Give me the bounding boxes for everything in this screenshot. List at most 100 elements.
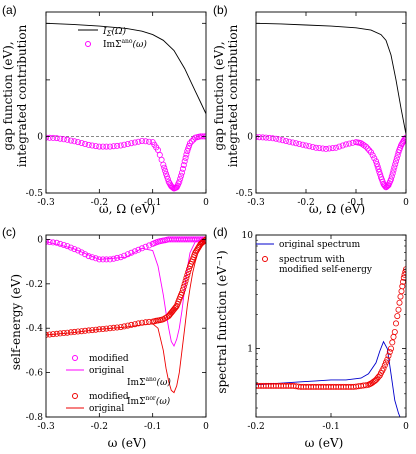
panel-b-ylabel-line1: gap function (eV), [212,41,226,150]
data-point [389,339,396,346]
data-point [194,246,201,253]
panel-b-plot: -0.3 -0.2 -0.1 0 -0.5 0 [236,11,409,208]
panel-b-xlabel: ω, Ω (eV) [309,202,365,216]
data-point [319,145,326,152]
data-point [180,283,187,290]
data-point [128,321,135,328]
x-tick-label: -0.3 [247,198,265,208]
data-point [369,152,376,159]
data-point [78,249,85,256]
data-point [172,304,179,311]
y-tick-label: -0.5 [26,189,44,199]
data-point [401,271,406,278]
data-point [371,155,378,162]
data-point [312,144,319,151]
data-point [399,283,406,290]
data-point [186,265,193,272]
panel-b: (b) gap function (eV), integrated contri… [212,3,409,216]
plot-frame [255,11,407,194]
x-tick-label: -0.1 [322,422,339,432]
data-point [373,160,380,167]
data-point [385,352,392,359]
legend-modified-spectrum-label: spectrum with [279,255,345,265]
data-point [124,140,131,147]
data-point [322,145,329,152]
series-line [256,340,401,417]
data-point [342,141,349,148]
panel-a-ylabel-line1: gap function (eV), [1,41,15,150]
x-tick-label: -0.1 [347,198,364,208]
y-tick-label: -0.8 [26,413,44,423]
legend-nor-modified-marker [72,393,78,399]
panel-c-label: (c) [2,225,16,239]
legend-original-spectrum-label: original spectrum [279,240,361,250]
series-line [46,22,206,114]
data-point [394,313,401,320]
data-point [107,256,114,263]
legend-nor-group-label: ImΣnor(ω) [127,395,171,407]
data-point [292,140,299,147]
data-point [146,138,153,145]
y-tick-label: 0 [247,132,253,142]
data-point [332,144,339,151]
legend-ano-group-label: ImΣano(ω) [127,376,171,388]
panel-d-legend: original spectrum spectrum with modified… [256,240,373,275]
data-point [135,320,142,327]
x-tick-label: -0.2 [247,422,264,432]
y-tick-label: -0.2 [26,280,43,290]
data-point [269,135,276,142]
legend-i-sigma-label: IΣ(Ω) [102,26,126,38]
y-tick-label: -0.6 [26,369,44,379]
data-point [289,139,296,146]
data-point [178,289,185,296]
y-tick-label: 0 [37,235,43,245]
data-point [326,145,333,152]
data-point [309,143,316,150]
data-point [71,246,78,253]
data-point [366,147,373,154]
data-point [401,136,406,143]
data-point [299,141,306,148]
panel-a: (a) gap function (eV), integrated contri… [1,3,209,216]
data-point [67,137,74,144]
data-point [389,170,396,177]
data-point [339,142,346,149]
x-tick-label: -0.1 [144,422,161,432]
x-tick-label: -0.2 [91,422,108,432]
data-point [57,135,64,142]
panel-d-plot: -0.2 -0.1 0 1 10 [242,231,410,432]
data-point [186,142,193,149]
data-point [71,138,78,145]
data-point [183,274,190,281]
data-point [179,165,186,172]
data-point [316,145,323,152]
data-point [262,134,269,141]
data-point [182,277,189,284]
data-point [131,321,138,328]
panel-d-label: (d) [213,225,228,239]
data-point [391,328,398,335]
data-point [96,143,103,150]
data-point [375,166,382,173]
data-point [184,148,191,155]
legend-ano-modified-marker [72,355,78,361]
data-point [396,299,403,306]
data-point [276,136,283,143]
data-point [156,151,163,158]
data-point [184,271,191,278]
data-point [400,274,406,281]
panel-c-xlabel: ω (eV) [108,436,147,450]
data-point [397,293,404,300]
panel-d-xlabel: ω (eV) [305,436,344,450]
data-point [138,137,145,144]
legend-im-sigma-ano-label: ImΣano(ω) [103,38,147,50]
data-point [46,134,53,141]
data-point [75,139,82,146]
panel-d-ylabel: spectral function (eV⁻¹) [215,250,229,393]
data-point [89,142,96,149]
data-point [75,247,82,254]
data-point [362,143,369,150]
data-point [53,239,60,246]
legend-ano-modified-label: modified [89,354,129,364]
data-point [92,143,99,150]
